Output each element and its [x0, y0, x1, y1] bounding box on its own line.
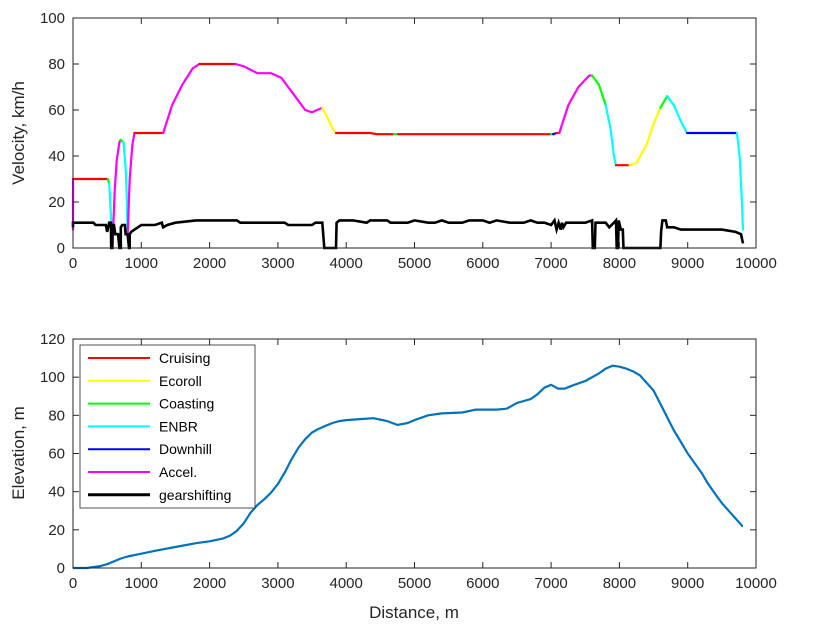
- elevation-y-tick-label: 80: [48, 407, 65, 424]
- velocity-plot-area: [73, 18, 756, 248]
- elevation-x-tick-label: 6000: [466, 575, 499, 592]
- velocity-y-tick-label: 40: [48, 148, 65, 165]
- legend-label-ecoroll: Ecoroll: [159, 373, 202, 389]
- elevation-x-axis-label: Distance, m: [369, 603, 459, 622]
- velocity-x-tick-label: 4000: [330, 255, 363, 272]
- elevation-x-tick-label: 10000: [735, 575, 777, 592]
- legend-label-downhill: Downhill: [159, 441, 212, 457]
- velocity-y-tick-label: 20: [48, 194, 65, 211]
- velocity-segment-enbr: [735, 131, 745, 231]
- elevation-y-tick-label: 60: [48, 446, 65, 463]
- elevation-x-tick-label: 7000: [534, 575, 567, 592]
- velocity-y-tick-label: 0: [57, 240, 65, 257]
- velocity-data-layer: [71, 62, 745, 245]
- legend-label-gearshifting: gearshifting: [159, 487, 231, 503]
- velocity-segment-accel: [126, 131, 136, 238]
- velocity-x-tick-label: 3000: [261, 255, 294, 272]
- elevation-y-tick-label: 0: [57, 560, 65, 577]
- elevation-x-tick-label: 1000: [125, 575, 158, 592]
- elevation-x-tick-label: 3000: [261, 575, 294, 592]
- velocity-y-axis-label: Velocity, km/h: [9, 81, 28, 185]
- velocity-y-ticks: 0 20 40 60 80 100: [40, 10, 756, 257]
- elevation-y-tick-label: 120: [40, 331, 65, 348]
- velocity-segment-ecoroll: [628, 106, 662, 167]
- legend: Cruising Ecoroll Coasting ENBR Downhill Accel…: [79, 344, 256, 509]
- velocity-x-tick-label: 0: [69, 255, 77, 272]
- legend-label-coasting: Coasting: [159, 396, 214, 412]
- velocity-segment-accel: [111, 138, 122, 245]
- elevation-y-axis-label: Elevation, m: [9, 406, 28, 500]
- velocity-x-tick-label: 9000: [671, 255, 704, 272]
- velocity-x-ticks: 0 1000 2000 3000 4000 5000 6000 7000 8000 9000 100…: [69, 18, 777, 272]
- elevation-data-layer: [73, 364, 744, 570]
- elevation-y-tick-label: 40: [48, 484, 65, 501]
- velocity-y-tick-label: 100: [40, 10, 65, 27]
- elevation-panel: 0 1000 2000 3000 4000 5000 6000 7000 8000 9000 100…: [9, 331, 777, 622]
- legend-items: Cruising Ecoroll Coasting ENBR Downhill Accel…: [88, 350, 231, 503]
- velocity-x-tick-label: 6000: [466, 255, 499, 272]
- velocity-x-tick-label: 7000: [534, 255, 567, 272]
- velocity-x-tick-label: 10000: [735, 255, 777, 272]
- elevation-y-tick-label: 20: [48, 522, 65, 539]
- elevation-x-tick-label: 5000: [398, 575, 431, 592]
- elevation-y-tick-label: 100: [40, 369, 65, 386]
- velocity-segment-accel: [162, 62, 201, 135]
- elevation-x-tick-label: 4000: [330, 575, 363, 592]
- elevation-x-ticks: 0 1000 2000 3000 4000 5000 6000 7000 8000 9000 100…: [69, 339, 777, 592]
- velocity-panel: 0 1000 2000 3000 4000 5000 6000 7000 8000 9000 100…: [9, 10, 777, 272]
- velocity-y-tick-label: 80: [48, 56, 65, 73]
- elevation-line: [73, 364, 744, 570]
- velocity-segment-enbr: [666, 95, 689, 135]
- elevation-x-tick-label: 8000: [603, 575, 636, 592]
- velocity-segment-coasting: [591, 74, 607, 107]
- elevation-y-ticks: 0 20 40 60 80 100 120: [40, 331, 756, 577]
- legend-label-enbr: ENBR: [159, 418, 198, 434]
- velocity-segment-enbr: [604, 104, 618, 167]
- velocity-segment-coasting: [659, 95, 669, 109]
- elevation-x-tick-label: 0: [69, 575, 77, 592]
- velocity-x-tick-label: 2000: [193, 255, 226, 272]
- velocity-y-tick-label: 60: [48, 102, 65, 119]
- elevation-x-tick-label: 9000: [671, 575, 704, 592]
- velocity-x-tick-label: 1000: [125, 255, 158, 272]
- velocity-segment-ecoroll: [321, 106, 338, 135]
- elevation-x-tick-label: 2000: [193, 575, 226, 592]
- velocity-segment-accel: [234, 62, 324, 114]
- velocity-x-tick-label: 5000: [398, 255, 431, 272]
- velocity-x-tick-label: 8000: [603, 255, 636, 272]
- legend-label-accel: Accel.: [159, 464, 197, 480]
- velocity-segment-accel: [558, 74, 594, 135]
- legend-label-cruising: Cruising: [159, 350, 210, 366]
- velocity-segment-cruising: [334, 131, 396, 136]
